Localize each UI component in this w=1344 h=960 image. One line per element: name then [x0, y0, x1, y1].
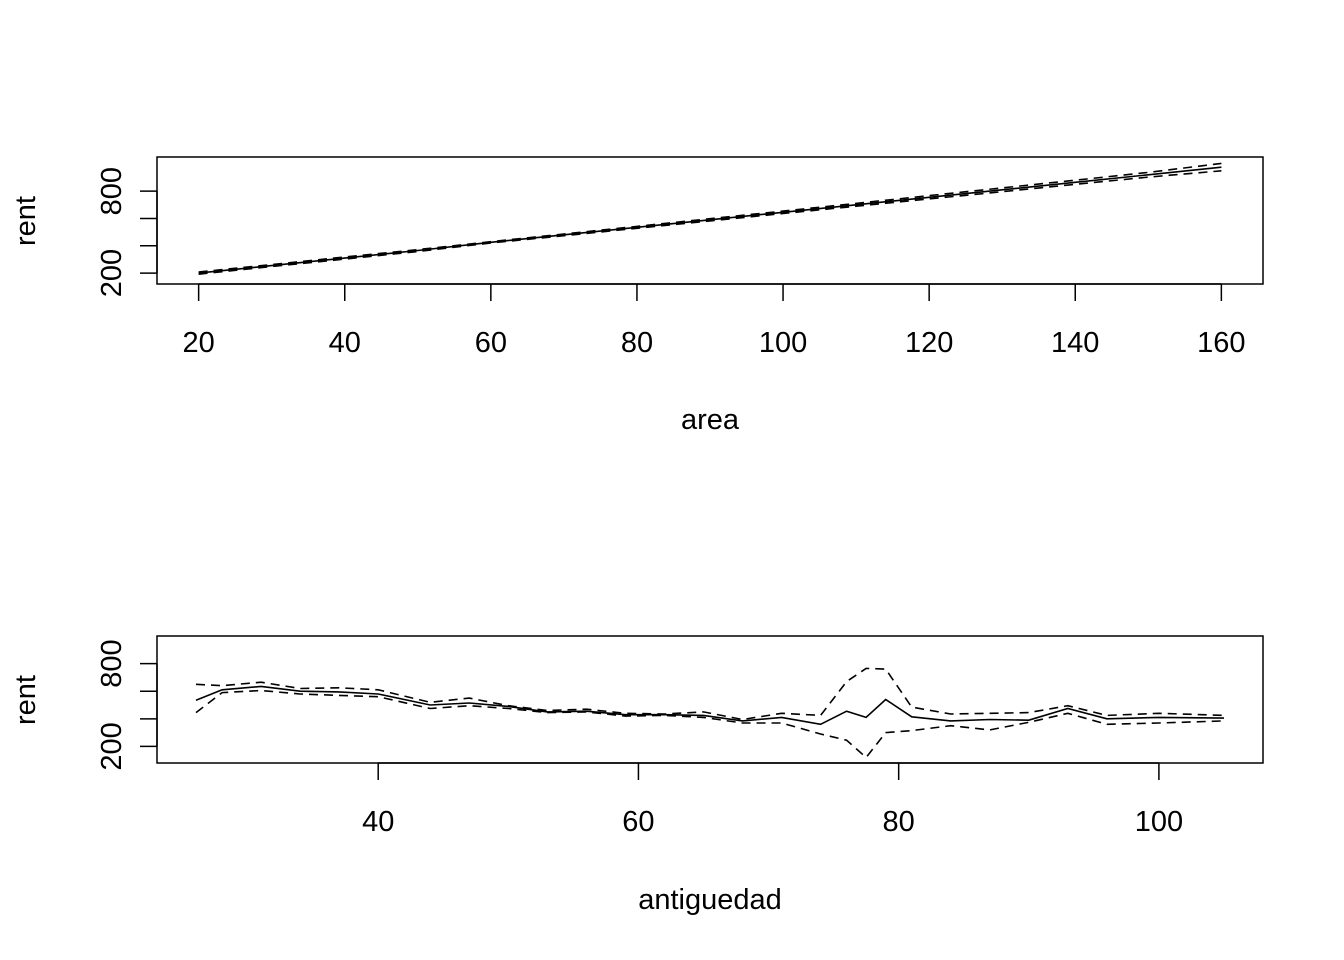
rent-axis-title-top: rent [10, 196, 42, 246]
y-tick-label: 200 [96, 249, 128, 297]
antiguedad-panel: 40 60 80 100 200 800 [96, 635, 1264, 838]
fit-line [198, 166, 1222, 274]
x-tick-label: 40 [362, 806, 394, 838]
confidence-band-line [198, 170, 1222, 275]
x-tick-label: 40 [329, 327, 361, 359]
fit-line [195, 685, 1225, 726]
confidence-band-line [195, 689, 1225, 759]
x-tick-label: 60 [622, 806, 654, 838]
x-tick-label: 120 [905, 327, 953, 359]
x-tick-label: 80 [883, 806, 915, 838]
antiguedad-axis-title: antiguedad [638, 884, 782, 916]
x-tick-label: 100 [1135, 806, 1183, 838]
y-tick-label: 800 [96, 639, 128, 687]
confidence-band-line [198, 162, 1222, 273]
x-tick-label: 60 [475, 327, 507, 359]
area-panel: 20 40 60 80 100 120 140 160 200 800 [96, 156, 1264, 359]
x-tick-label: 140 [1051, 327, 1099, 359]
x-tick-label: 20 [183, 327, 215, 359]
x-tick-label: 160 [1197, 327, 1245, 359]
x-tick-label: 100 [759, 327, 807, 359]
x-tick-label: 80 [621, 327, 653, 359]
y-tick-label: 200 [96, 722, 128, 770]
area-axis-title: area [681, 404, 740, 436]
confidence-band-line [195, 667, 1225, 721]
rent-axis-title-bottom: rent [10, 675, 42, 725]
plot-frame [156, 635, 1264, 764]
y-tick-label: 800 [96, 167, 128, 215]
